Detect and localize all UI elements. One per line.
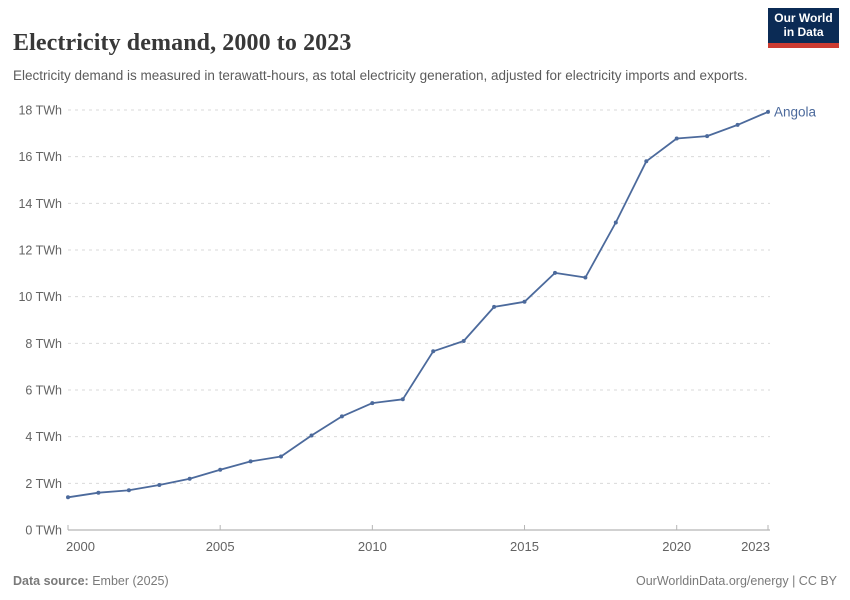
angola-series-line[interactable] bbox=[67, 110, 769, 499]
y-tick-label: 14 TWh bbox=[18, 197, 62, 211]
y-tick-label: 12 TWh bbox=[18, 244, 62, 258]
data-point[interactable] bbox=[766, 109, 770, 114]
x-tick-label: 2000 bbox=[66, 539, 95, 554]
data-source-value: Ember (2025) bbox=[88, 574, 169, 588]
line-chart: 0 TWh 2 TWh 4 TWh 6 TWh 8 TWh 10 TWh 12 TWh 14 … bbox=[18, 104, 817, 555]
y-tick-label: 6 TWh bbox=[25, 384, 62, 398]
x-tick-label: 2020 bbox=[662, 539, 691, 554]
data-point[interactable] bbox=[431, 349, 436, 354]
data-point[interactable] bbox=[187, 476, 192, 481]
chart-footer: Data source: Ember (2025) OurWorldinData… bbox=[13, 572, 837, 590]
data-point[interactable] bbox=[583, 275, 588, 280]
data-point[interactable] bbox=[705, 134, 710, 139]
y-tick-label: 0 TWh bbox=[25, 524, 62, 538]
data-point[interactable] bbox=[613, 220, 618, 225]
y-tick-label: 16 TWh bbox=[18, 150, 62, 164]
data-point[interactable] bbox=[66, 495, 70, 500]
x-tick-label: 2010 bbox=[358, 539, 387, 554]
plot-area[interactable]: 0 TWh 2 TWh 4 TWh 6 TWh 8 TWh 10 TWh 12 TWh 14 … bbox=[0, 95, 850, 565]
data-point[interactable] bbox=[492, 304, 497, 309]
data-point[interactable] bbox=[735, 122, 740, 127]
y-tick-label: 18 TWh bbox=[18, 104, 62, 118]
data-point[interactable] bbox=[248, 459, 253, 464]
y-tick-label: 2 TWh bbox=[25, 477, 62, 491]
data-point[interactable] bbox=[553, 270, 557, 275]
data-point[interactable] bbox=[309, 433, 314, 438]
data-point[interactable] bbox=[157, 483, 162, 487]
data-source: Data source: Ember (2025) bbox=[13, 574, 169, 588]
owid-logo[interactable]: Our World in Data bbox=[768, 8, 839, 48]
data-point[interactable] bbox=[400, 397, 405, 402]
data-source-label: Data source: bbox=[13, 574, 89, 588]
data-point[interactable] bbox=[279, 454, 283, 459]
x-tick-label: 2015 bbox=[510, 539, 539, 554]
data-point[interactable] bbox=[674, 136, 679, 141]
series-label-angola[interactable]: Angola bbox=[774, 104, 817, 119]
data-point[interactable] bbox=[96, 490, 101, 495]
x-tick-label: 2023 bbox=[741, 539, 770, 554]
y-tick-label: 10 TWh bbox=[18, 290, 62, 304]
y-tick-label: 4 TWh bbox=[25, 430, 62, 444]
data-point[interactable] bbox=[522, 299, 527, 304]
data-point[interactable] bbox=[218, 467, 223, 472]
owid-logo-line1: Our World bbox=[774, 11, 833, 25]
chart-title: Electricity demand, 2000 to 2023 bbox=[13, 30, 352, 57]
data-point[interactable] bbox=[370, 401, 375, 406]
x-tick-label: 2005 bbox=[206, 539, 235, 554]
credit-link[interactable]: OurWorldinData.org/energy | CC BY bbox=[635, 574, 837, 588]
owid-logo-line2: in Data bbox=[783, 24, 824, 39]
chart-subtitle: Electricity demand is measured in terawa… bbox=[13, 67, 748, 83]
data-point[interactable] bbox=[644, 159, 649, 164]
y-tick-label: 8 TWh bbox=[25, 337, 62, 351]
data-point[interactable] bbox=[461, 339, 466, 343]
data-point[interactable] bbox=[126, 488, 131, 493]
data-point[interactable] bbox=[339, 414, 344, 419]
